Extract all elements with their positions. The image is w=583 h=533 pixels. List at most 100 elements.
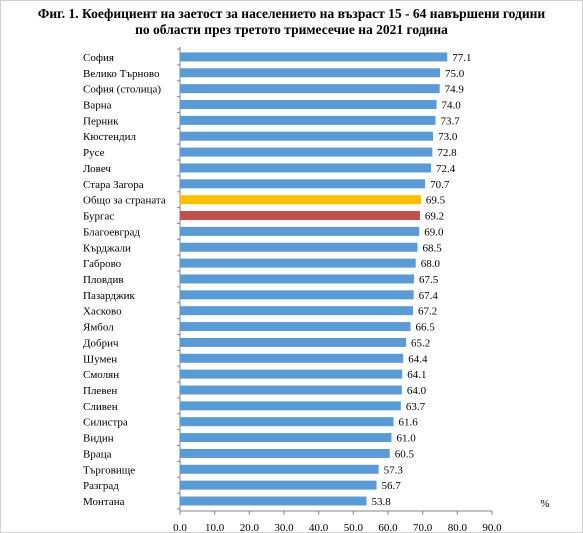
- category-label: Сливен: [83, 401, 118, 413]
- value-label: 61.0: [396, 433, 416, 445]
- category-label: Ловеч: [83, 163, 111, 175]
- bar-17: [180, 322, 411, 332]
- bar-21: [180, 385, 402, 395]
- x-tick-label: 0.0: [173, 522, 187, 533]
- category-label: Видин: [83, 433, 114, 445]
- value-label: 77.1: [452, 52, 471, 64]
- category-label: Пловдив: [83, 274, 124, 286]
- x-tick-label: 30.0: [274, 522, 294, 533]
- category-label: Добрич: [83, 337, 119, 349]
- chart-title-line-2: по области през третото тримесечие на 20…: [135, 22, 448, 37]
- category-label: Пазарджик: [83, 290, 135, 302]
- value-label: 74.9: [445, 84, 465, 96]
- bar-28: [180, 496, 367, 506]
- category-label: София: [83, 52, 114, 64]
- bar-11: [180, 226, 420, 236]
- category-label: Плевен: [83, 385, 117, 397]
- value-label: 57.3: [384, 464, 404, 476]
- value-label: 64.4: [408, 353, 428, 365]
- bar-13: [180, 258, 416, 268]
- bar-9: [180, 195, 421, 205]
- value-label: 53.8: [372, 496, 392, 508]
- x-tick-label: 70.0: [413, 522, 433, 533]
- x-tick-label: 50.0: [344, 522, 364, 533]
- chart-title: Фиг. 1. Коефициент на заетост за населен…: [0, 6, 583, 38]
- bar-12: [180, 242, 418, 252]
- value-label: 75.0: [445, 68, 465, 80]
- value-label: 63.7: [406, 401, 426, 413]
- value-label: 69.0: [424, 226, 444, 238]
- x-tick-label: 60.0: [378, 522, 398, 533]
- category-label: Шумен: [83, 353, 117, 365]
- value-label: 60.5: [395, 448, 415, 460]
- category-label: Монтана: [83, 496, 125, 508]
- category-label: София (столица): [83, 84, 161, 96]
- bar-8: [180, 179, 426, 189]
- category-label: Русе: [83, 147, 105, 159]
- value-label: 64.0: [407, 385, 427, 397]
- category-label: Велико Търново: [83, 68, 160, 80]
- bar-16: [180, 306, 413, 316]
- bar-20: [180, 369, 403, 379]
- value-label: 64.1: [407, 369, 426, 381]
- bar-6: [180, 147, 433, 157]
- x-tick-label: 10.0: [205, 522, 225, 533]
- bar-1: [180, 68, 440, 78]
- value-label: 73.7: [440, 115, 460, 127]
- value-label: 69.5: [426, 195, 446, 207]
- bar-22: [180, 401, 401, 411]
- value-label: 72.4: [436, 163, 456, 175]
- category-label: Ямбол: [83, 322, 114, 334]
- category-label: Общо за страната: [83, 195, 166, 207]
- bar-25: [180, 448, 390, 458]
- bar-0: [180, 52, 448, 62]
- bar-4: [180, 115, 436, 125]
- x-tick-label: 90.0: [482, 522, 502, 533]
- value-label: 67.5: [419, 274, 439, 286]
- bar-23: [180, 417, 394, 427]
- value-label: 56.7: [382, 480, 402, 492]
- category-label: Смолян: [83, 369, 119, 381]
- bar-3: [180, 100, 437, 110]
- category-label: Търговище: [83, 464, 135, 476]
- bar-18: [180, 337, 407, 347]
- value-label: 65.2: [411, 337, 430, 349]
- bar-10: [180, 211, 420, 221]
- category-label: Бургас: [83, 211, 114, 223]
- bar-15: [180, 290, 414, 300]
- x-tick-label: 40.0: [309, 522, 329, 533]
- category-label: Силистра: [83, 417, 128, 429]
- category-label: Враца: [83, 448, 112, 460]
- bar-14: [180, 274, 414, 284]
- bar-26: [180, 464, 379, 474]
- value-label: 67.2: [418, 306, 437, 318]
- value-label: 74.0: [442, 100, 462, 112]
- value-label: 70.7: [430, 179, 450, 191]
- value-label: 66.5: [416, 322, 436, 334]
- category-label: Разград: [83, 480, 119, 492]
- unit-label: %: [540, 498, 549, 510]
- bar-5: [180, 131, 434, 141]
- category-label: Благоевград: [83, 226, 140, 238]
- bar-27: [180, 480, 377, 490]
- bar-2: [180, 84, 440, 94]
- category-label: Габрово: [83, 258, 122, 270]
- value-label: 73.0: [438, 131, 458, 143]
- value-label: 72.8: [437, 147, 457, 159]
- value-label: 61.6: [399, 417, 419, 429]
- x-tick-label: 20.0: [240, 522, 260, 533]
- x-tick-label: 80.0: [448, 522, 468, 533]
- category-label: Перник: [83, 115, 119, 127]
- bar-24: [180, 433, 392, 443]
- category-label: Стара Загора: [83, 179, 144, 191]
- category-label: Кърджали: [83, 242, 131, 254]
- chart-title-line-1: Фиг. 1. Коефициент на заетост за населен…: [37, 6, 546, 21]
- bar-7: [180, 163, 431, 173]
- bar-19: [180, 353, 404, 363]
- category-label: Варна: [83, 100, 112, 112]
- value-label: 68.5: [422, 242, 442, 254]
- value-label: 67.4: [419, 290, 439, 302]
- category-label: Кюстендил: [83, 131, 136, 143]
- category-label: Хасково: [83, 306, 122, 318]
